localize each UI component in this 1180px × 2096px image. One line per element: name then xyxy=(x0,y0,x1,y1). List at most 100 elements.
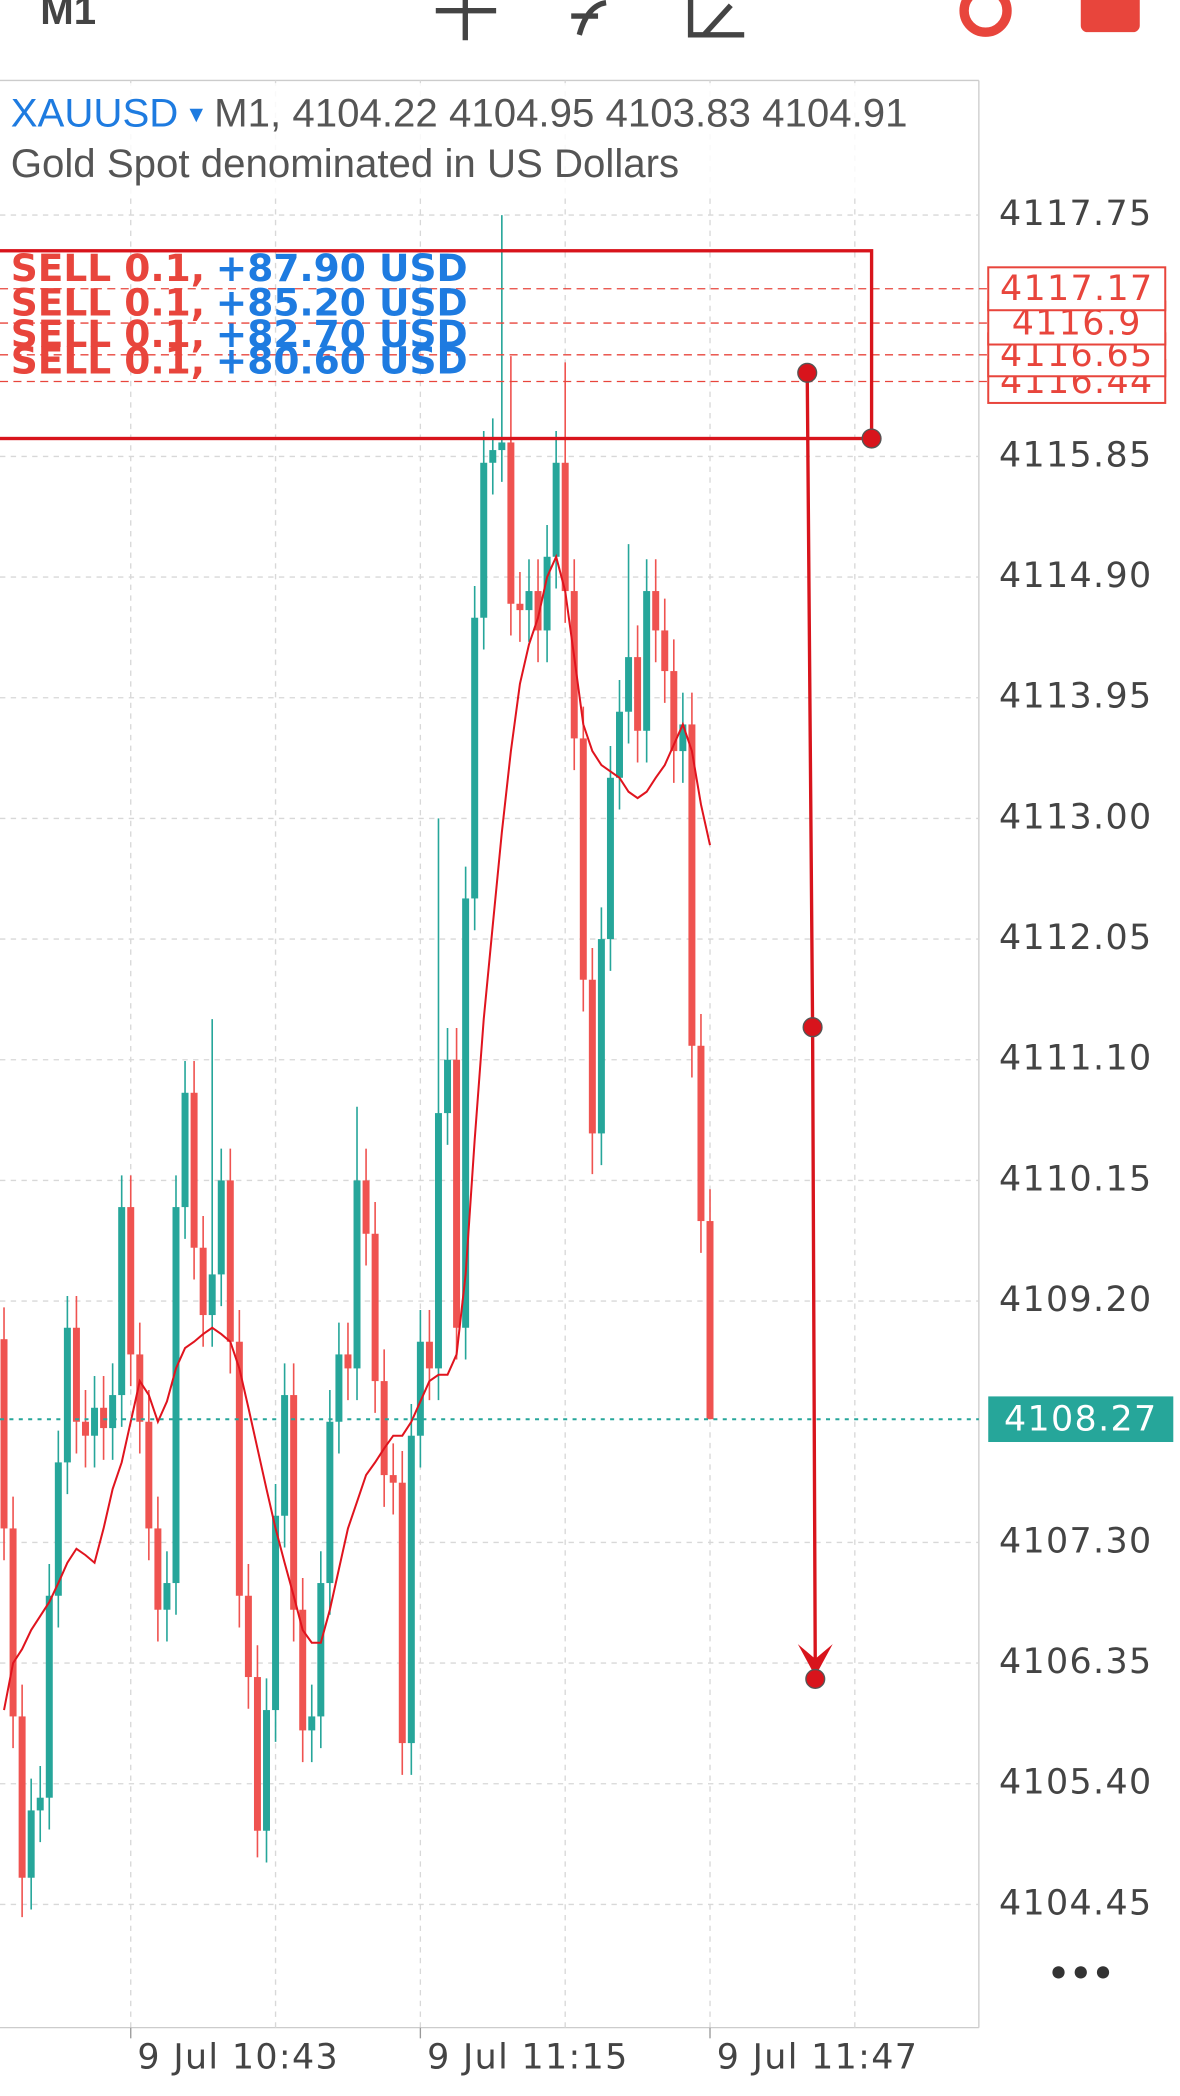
candle-body xyxy=(145,1421,153,1529)
candle-body xyxy=(489,450,497,463)
toolbar-timeframe[interactable]: M1 xyxy=(40,0,96,33)
candle-body xyxy=(181,1092,189,1208)
candle-body xyxy=(697,1045,705,1222)
drawing-handle[interactable] xyxy=(797,362,818,383)
candle-body xyxy=(425,1341,433,1369)
candle-body xyxy=(362,1180,370,1234)
symbol-dropdown[interactable]: ▾ xyxy=(190,98,204,128)
y-tick-label: 4115.85 xyxy=(999,435,1153,475)
y-tick-label: 4113.00 xyxy=(999,797,1153,837)
candle-body xyxy=(190,1092,198,1248)
header-line: XAUUSD ▾ M1, 4104.22 4104.95 4103.83 410… xyxy=(11,90,908,135)
candle-body xyxy=(9,1528,17,1717)
candle-body xyxy=(706,1221,714,1420)
y-tick-label: 4109.20 xyxy=(999,1280,1153,1320)
y-tick-label: 4105.40 xyxy=(999,1763,1153,1803)
candle-body xyxy=(634,657,642,731)
header-background xyxy=(0,83,973,194)
candle-body xyxy=(163,1583,171,1610)
drawing-handle[interactable] xyxy=(805,1668,826,1690)
candle-body xyxy=(670,671,678,752)
toolbar-icons[interactable] xyxy=(435,0,1140,41)
position-label[interactable]: SELL 0.1, +82.70 USD xyxy=(11,312,468,356)
function-icon[interactable] xyxy=(571,0,607,36)
x-tick-label: 9 Jul 10:43 xyxy=(137,2037,339,2077)
candle-body xyxy=(570,591,578,739)
drawn-rectangle[interactable] xyxy=(0,249,874,441)
candle-body xyxy=(525,591,533,611)
position-label[interactable]: SELL 0.1, +85.20 USD xyxy=(11,280,468,324)
candle-body xyxy=(18,1716,26,1878)
position-profit: +87.90 USD xyxy=(216,245,468,289)
candle-body xyxy=(579,738,587,980)
drawing-icon[interactable] xyxy=(687,0,745,38)
candle-body xyxy=(217,1180,225,1275)
candle-body xyxy=(317,1583,325,1717)
user-drawing[interactable] xyxy=(0,249,882,1690)
candle-body xyxy=(398,1482,406,1744)
candle-body xyxy=(688,724,696,1046)
candle-body xyxy=(335,1354,343,1422)
candles xyxy=(0,215,714,1918)
candle-body xyxy=(462,898,470,1328)
moving-average xyxy=(3,553,711,1711)
candle-body xyxy=(281,1395,289,1516)
y-tick-label: 4111.10 xyxy=(999,1039,1153,1079)
candle-body xyxy=(118,1207,126,1396)
candle-body xyxy=(498,442,506,451)
y-tick-label: 4114.90 xyxy=(999,556,1153,596)
y-tick-label: 4107.30 xyxy=(999,1521,1153,1561)
candle-body xyxy=(453,1059,461,1328)
candle-body xyxy=(588,979,596,1134)
timeframe: M1, xyxy=(214,90,281,135)
symbol[interactable]: XAUUSD xyxy=(11,90,179,135)
candle-body xyxy=(27,1810,35,1878)
candle-body xyxy=(561,462,569,592)
drawing-handle[interactable] xyxy=(861,428,882,449)
account-icon[interactable] xyxy=(959,0,1012,37)
candle-body xyxy=(416,1341,424,1436)
candle-body xyxy=(371,1233,379,1382)
more-button[interactable]: ••• xyxy=(1047,1954,1114,1994)
header-open: 4104.22 xyxy=(292,90,437,135)
position-side: SELL 0.1, xyxy=(11,338,205,382)
candle-body xyxy=(45,1595,53,1798)
position-label[interactable]: SELL 0.1, +87.90 USD xyxy=(11,245,468,289)
candle-body xyxy=(434,1113,442,1369)
last-price-label: 4108.27 xyxy=(1004,1400,1158,1440)
drawing-handle[interactable] xyxy=(802,1017,823,1038)
candle-body xyxy=(308,1716,316,1731)
y-tick-label: 4117.75 xyxy=(999,194,1153,234)
position-price-label: 4117.17 xyxy=(1000,269,1154,309)
candle-body xyxy=(389,1475,397,1483)
candle-body xyxy=(326,1421,334,1584)
candle-body xyxy=(172,1207,180,1584)
candle-body xyxy=(263,1710,270,1831)
candle-body xyxy=(543,556,551,631)
position-side: SELL 0.1, xyxy=(11,312,205,356)
candle-body xyxy=(516,603,524,611)
x-tick-label: 9 Jul 11:15 xyxy=(427,2037,629,2077)
position-profit: +80.60 USD xyxy=(216,338,468,382)
crosshair-icon[interactable] xyxy=(435,0,497,41)
candle-body xyxy=(72,1327,80,1422)
candle-body xyxy=(290,1395,298,1610)
candle-body xyxy=(253,1677,261,1831)
candle-body xyxy=(81,1421,89,1436)
candle-body xyxy=(616,711,623,778)
candle-body xyxy=(407,1435,415,1744)
y-tick-label: 4106.35 xyxy=(999,1642,1153,1682)
candle-body xyxy=(552,462,560,557)
position-label[interactable]: SELL 0.1, +80.60 USD xyxy=(11,338,468,382)
candle-body xyxy=(534,591,542,631)
candle-body xyxy=(480,462,488,618)
candle-body xyxy=(507,442,515,604)
trade-icon[interactable] xyxy=(1080,0,1140,33)
candle-body xyxy=(444,1059,452,1114)
y-tick-label: 4112.05 xyxy=(999,918,1153,958)
candle-body xyxy=(0,1339,8,1529)
